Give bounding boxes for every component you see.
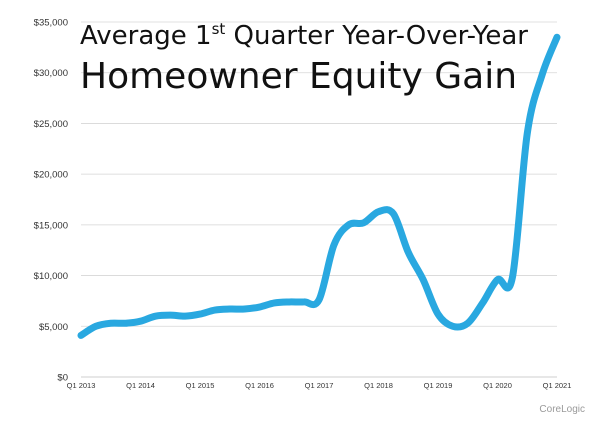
x-tick-label: Q1 2021	[543, 381, 572, 390]
x-tick-label: Q1 2016	[245, 381, 274, 390]
x-tick-label: Q1 2020	[483, 381, 512, 390]
y-tick-label: $5,000	[39, 322, 68, 333]
x-axis-ticks: Q1 2013 Q1 2014 Q1 2015 Q1 2016 Q1 2017 Q1 20…	[67, 381, 572, 390]
y-tick-label: $0	[57, 373, 68, 384]
x-tick-label: Q1 2017	[305, 381, 334, 390]
gridlines	[81, 21, 557, 378]
chart-title: Average 1st Quarter Year-Over-Year	[80, 20, 528, 51]
y-tick-label: $30,000	[34, 68, 68, 79]
source-label: CoreLogic	[539, 404, 585, 415]
y-axis-ticks: $0 $5,000 $10,000 $15,000 $20,000 $25,000 $30,…	[34, 18, 68, 384]
y-tick-label: $10,000	[34, 271, 68, 282]
x-tick-label: Q1 2015	[186, 381, 215, 390]
chart-title-superscript: st	[212, 20, 226, 38]
x-tick-label: Q1 2019	[424, 381, 453, 390]
y-tick-label: $20,000	[34, 170, 68, 181]
y-tick-label: $25,000	[34, 119, 68, 130]
y-tick-label: $35,000	[34, 18, 68, 29]
chart-subtitle: Homeowner Equity Gain	[80, 56, 517, 97]
x-tick-label: Q1 2014	[126, 381, 155, 390]
chart-title-prefix: Average 1	[80, 21, 212, 51]
chart-title-suffix: Quarter Year-Over-Year	[225, 21, 528, 51]
series-layer	[77, 33, 561, 339]
y-tick-label: $15,000	[34, 220, 68, 231]
x-tick-label: Q1 2018	[364, 381, 393, 390]
x-tick-label: Q1 2013	[67, 381, 96, 390]
